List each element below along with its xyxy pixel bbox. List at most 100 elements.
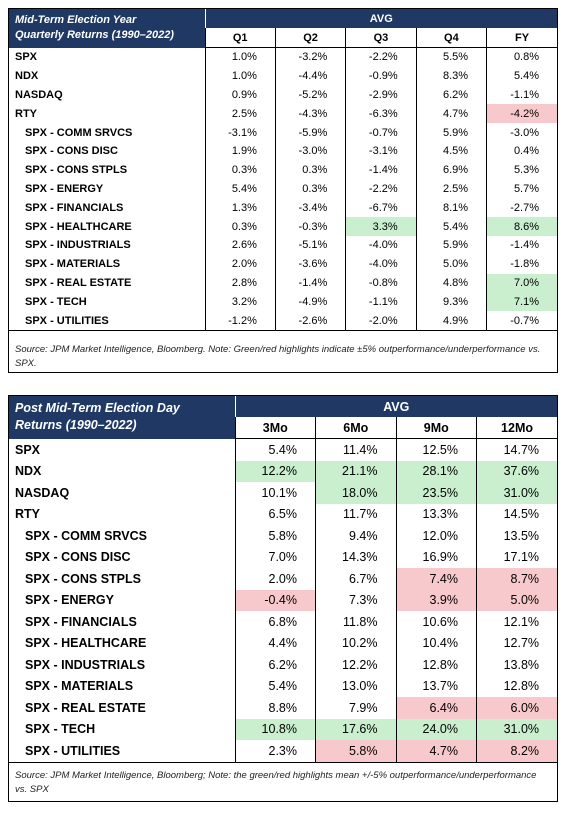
value-cell: 9.3% [415, 292, 487, 312]
value-cell: -2.0% [345, 311, 417, 330]
row-label: SPX [15, 442, 41, 457]
row-label: NDX [15, 70, 39, 83]
data-row: SPX - CONS STPLS 0.3% 0.3% -1.4% 6.9% 5.3% [9, 160, 558, 180]
value-cell: 31.0% [476, 482, 558, 504]
value-cell: 5.8% [234, 525, 316, 547]
row-label: SPX - HEALTHCARE [25, 220, 132, 233]
value-cell: -5.9% [274, 123, 346, 142]
data-row: NASDAQ 0.9% -5.2% -2.9% 6.2% -1.1% [9, 85, 558, 105]
data-row: SPX - INDUSTRIALS 2.6% -5.1% -4.0% 5.9% -1.4% [9, 235, 558, 255]
value-cell: 1.9% [204, 141, 276, 161]
value-cell: 7.1% [486, 292, 558, 312]
column-header: FY [486, 28, 558, 48]
data-row: SPX - FINANCIALS 6.8% 11.8% 10.6% 12.1% [9, 611, 558, 633]
value-cell: 13.7% [395, 675, 477, 697]
value-cell: 12.2% [234, 460, 316, 482]
data-row: SPX - INDUSTRIALS 6.2% 12.2% 12.8% 13.8% [9, 654, 558, 676]
value-cell: 5.4% [234, 675, 316, 697]
value-cell: 5.0% [476, 589, 558, 611]
value-cell: 5.8% [315, 740, 396, 762]
row-label: SPX - REAL ESTATE [25, 276, 132, 289]
value-cell: 1.3% [204, 198, 276, 218]
table-header: Post Mid-Term Election Day Returns (1990–… [9, 396, 558, 439]
data-row: RTY 6.5% 11.7% 13.3% 14.5% [9, 503, 558, 525]
row-label: SPX - UTILITIES [25, 743, 121, 758]
value-cell: -3.1% [204, 123, 276, 142]
column-header: Q1 [204, 28, 276, 48]
value-cell: 13.0% [315, 675, 396, 697]
value-cell: 12.8% [395, 654, 477, 676]
value-cell: -0.9% [345, 66, 417, 86]
row-label: SPX - INDUSTRIALS [25, 239, 131, 252]
value-cell: 11.7% [315, 503, 396, 525]
data-row: SPX - TECH 10.8% 17.6% 24.0% 31.0% [9, 718, 558, 740]
value-cell: -0.8% [345, 273, 417, 293]
value-cell: 12.8% [476, 675, 558, 697]
table-body: SPX 5.4% 11.4% 12.5% 14.7% NDX 12.2% 21.1% 28.1%… [9, 438, 558, 762]
row-label: RTY [15, 507, 40, 522]
value-cell: -4.3% [274, 104, 346, 124]
data-row: NDX 12.2% 21.1% 28.1% 37.6% [9, 460, 558, 482]
row-label: SPX - TECH [25, 295, 87, 308]
column-header: 9Mo [395, 417, 477, 439]
value-cell: 4.4% [234, 632, 316, 654]
value-cell: -2.2% [345, 47, 417, 67]
value-cell: 31.0% [476, 718, 558, 740]
data-row: SPX - UTILITIES 2.3% 5.8% 4.7% 8.2% [9, 740, 558, 762]
table-title: Post Mid-Term Election Day Returns (1990–… [9, 396, 235, 439]
value-cell: 2.8% [204, 273, 276, 293]
group-header: AVG [234, 396, 558, 417]
value-cell: -3.1% [345, 141, 417, 161]
row-label: SPX - FINANCIALS [25, 614, 137, 629]
value-cell: 0.8% [486, 47, 558, 67]
value-cell: -0.3% [274, 217, 346, 236]
value-cell: 5.4% [204, 179, 276, 199]
value-cell: -4.4% [274, 66, 346, 86]
value-cell: -3.0% [486, 123, 558, 142]
value-cell: -2.6% [274, 311, 346, 330]
row-label: SPX - UTILITIES [25, 314, 109, 327]
row-label: SPX - CONS DISC [25, 145, 118, 158]
value-cell: -4.0% [345, 235, 417, 255]
title-line: Post Mid-Term Election Day [15, 400, 180, 415]
value-cell: 1.0% [204, 47, 276, 67]
value-cell: 16.9% [395, 546, 477, 568]
row-label: SPX - REAL ESTATE [25, 700, 146, 715]
value-cell: 23.5% [395, 482, 477, 504]
value-cell: 6.2% [415, 85, 487, 105]
value-cell: 5.5% [415, 47, 487, 67]
value-cell: 2.0% [234, 568, 316, 590]
value-cell: 8.3% [415, 66, 487, 86]
data-row: SPX - REAL ESTATE 8.8% 7.9% 6.4% 6.0% [9, 697, 558, 719]
row-label: SPX [15, 51, 38, 64]
table-header: Mid-Term Election Year Quarterly Returns … [9, 9, 558, 48]
value-cell: -3.4% [274, 198, 346, 218]
row-label: NASDAQ [15, 485, 70, 500]
value-cell: 6.5% [234, 503, 316, 525]
row-label: SPX - HEALTHCARE [25, 636, 147, 651]
value-cell: 7.3% [315, 589, 396, 611]
column-header: 6Mo [315, 417, 396, 439]
header-row: Post Mid-Term Election Day Returns (1990–… [9, 396, 558, 439]
data-row: NASDAQ 10.1% 18.0% 23.5% 31.0% [9, 482, 558, 504]
column-header: Q4 [415, 28, 487, 48]
value-cell: 8.7% [476, 568, 558, 590]
value-cell: 12.2% [315, 654, 396, 676]
value-cell: 11.4% [315, 438, 396, 461]
value-cell: 14.7% [476, 438, 558, 461]
value-cell: 5.7% [486, 179, 558, 199]
value-cell: 6.4% [395, 697, 477, 719]
table: Post Mid-Term Election Day Returns (1990–… [9, 396, 558, 762]
value-cell: -1.1% [486, 85, 558, 105]
value-cell: 2.5% [204, 104, 276, 124]
value-cell: 37.6% [476, 460, 558, 482]
value-cell: -3.0% [274, 141, 346, 161]
value-cell: -1.8% [486, 254, 558, 274]
value-cell: 14.3% [315, 546, 396, 568]
table: Mid-Term Election Year Quarterly Returns … [9, 9, 558, 330]
value-cell: -2.7% [486, 198, 558, 218]
table-body: SPX 1.0% -3.2% -2.2% 5.5% 0.8% NDX 1.0% -4.4% -0.… [9, 47, 558, 330]
value-cell: 0.3% [204, 217, 276, 236]
data-row: SPX - MATERIALS 2.0% -3.6% -4.0% 5.0% -1.8% [9, 254, 558, 274]
